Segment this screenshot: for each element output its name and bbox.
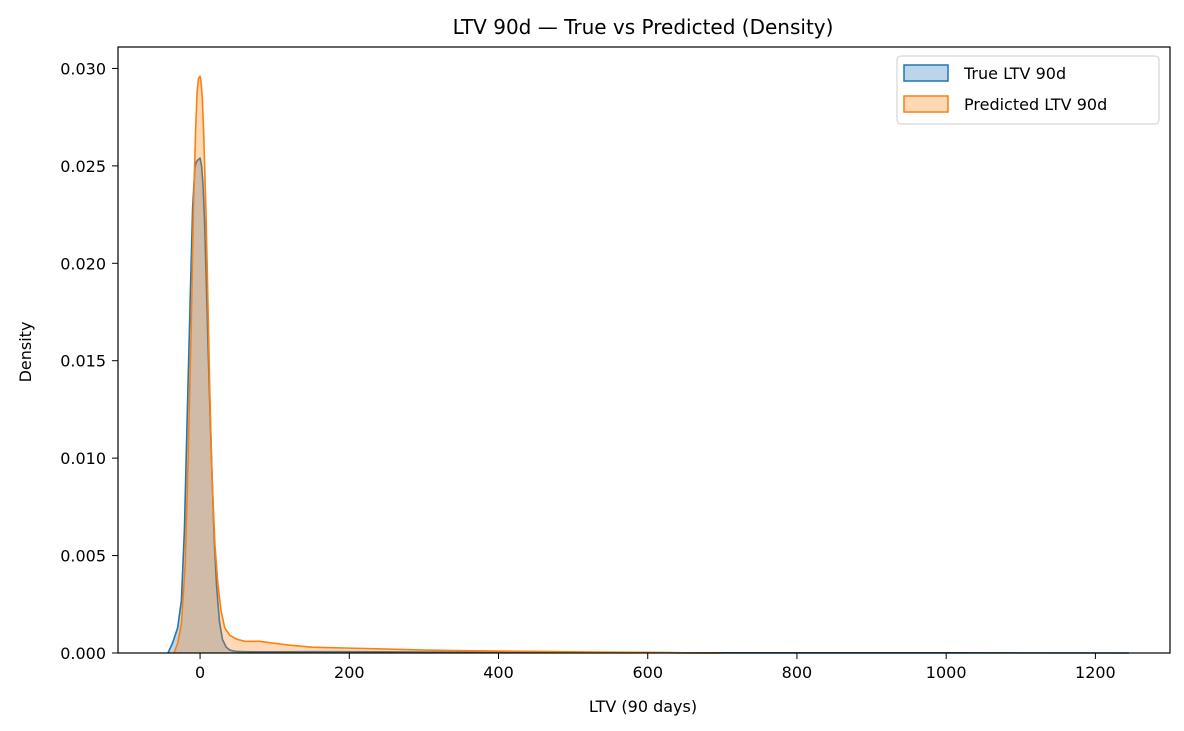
chart-title: LTV 90d — True vs Predicted (Density) xyxy=(453,15,834,39)
x-tick-label: 600 xyxy=(632,663,663,682)
y-axis-label: Density xyxy=(16,322,35,383)
x-tick-label: 200 xyxy=(334,663,365,682)
y-axis: 0.000 0.005 0.010 0.015 0.020 0.025 0.030 xyxy=(60,59,118,663)
y-tick-label: 0.015 xyxy=(60,352,106,371)
legend-swatch xyxy=(903,95,949,113)
legend-label: True LTV 90d xyxy=(963,64,1066,83)
x-axis-label: LTV (90 days) xyxy=(589,697,697,716)
x-tick-label: 0 xyxy=(195,663,205,682)
x-axis: 0 200 400 600 800 1000 1200 xyxy=(195,653,1116,682)
y-tick-label: 0.010 xyxy=(60,449,106,468)
legend-box xyxy=(896,55,1160,125)
x-tick-label: 400 xyxy=(483,663,514,682)
x-tick-label: 800 xyxy=(782,663,813,682)
legend-swatch-background xyxy=(904,65,948,81)
legend-swatch xyxy=(903,64,949,82)
y-tick-label: 0.030 xyxy=(60,59,106,78)
legend-swatch-background xyxy=(904,96,948,112)
x-tick-label: 1000 xyxy=(926,663,967,682)
y-tick-label: 0.000 xyxy=(60,644,106,663)
plot-area-frame xyxy=(117,46,1171,654)
legend: True LTV 90d Predicted LTV 90d xyxy=(896,55,1160,125)
x-tick-label: 1200 xyxy=(1075,663,1116,682)
y-tick-label: 0.020 xyxy=(60,254,106,273)
legend-label: Predicted LTV 90d xyxy=(964,95,1107,114)
y-tick-label: 0.005 xyxy=(60,547,106,566)
y-tick-label: 0.025 xyxy=(60,157,106,176)
series-2-line xyxy=(173,75,723,654)
